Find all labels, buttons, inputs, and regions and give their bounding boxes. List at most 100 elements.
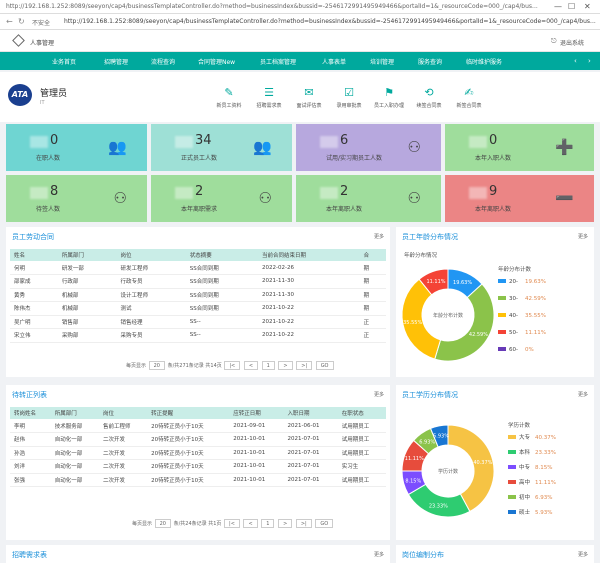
column-header[interactable]: 转岗姓名 [10, 407, 51, 419]
stat-card-resigned[interactable]: 9 本年离职人数 ➖ [445, 175, 594, 222]
column-header[interactable]: 应转正日期 [229, 407, 284, 419]
legend-item[interactable]: 大专 40.37% [508, 433, 556, 441]
legend-item[interactable]: 60- 0% [498, 347, 534, 353]
column-header[interactable]: 入职日期 [283, 407, 338, 419]
menu-item[interactable]: 服务查询 [418, 59, 443, 66]
more-link[interactable]: 更多 [373, 392, 384, 398]
last-page-button[interactable]: >| [296, 361, 313, 370]
pie-slice[interactable] [418, 268, 449, 296]
first-page-button[interactable]: |< [224, 519, 240, 528]
quick-link[interactable]: ✉ 面试评估表 [294, 86, 324, 109]
column-header[interactable]: 所属部门 [57, 249, 117, 261]
go-button[interactable]: GO [315, 519, 334, 528]
exit-link[interactable]: 退出系统 [560, 40, 585, 47]
legend-item[interactable]: 本科 23.33% [508, 448, 556, 456]
column-header[interactable]: 姓名 [10, 249, 58, 261]
stat-card-pending[interactable]: 8 待签人数 ⚇ [6, 175, 147, 222]
stat-card-leave-req[interactable]: 2 本年离职需求 ⚇ [151, 175, 292, 222]
more-link[interactable]: 更多 [577, 552, 588, 558]
legend-item[interactable]: 高中 11.11% [508, 478, 556, 486]
stat-card-hires[interactable]: 0 本年入职人数 ➕ [445, 124, 594, 171]
close-icon[interactable]: ✕ [584, 2, 591, 11]
legend-swatch [508, 450, 516, 454]
column-header[interactable]: 当前合同结束日期 [258, 249, 360, 261]
last-page-button[interactable]: >| [295, 519, 312, 528]
menu-item[interactable]: 员工档案管理 [260, 59, 297, 66]
table-row[interactable]: 陈伟杰 机械部 测试 SS合同到期 2021-10-22 期 [10, 301, 386, 316]
legend-item[interactable]: 中专 8.15% [508, 463, 552, 471]
maximize-icon[interactable]: ☐ [568, 2, 576, 11]
table-cell: 2021-10-22 [258, 301, 360, 316]
table-row[interactable]: 邵家成 行政部 行政专员 SS合同到期 2021-11-30 期 [10, 274, 386, 289]
table-cell: 2021-11-30 [258, 288, 360, 302]
stat-card-active[interactable]: 0 在职人数 👥 [6, 124, 147, 171]
more-link[interactable]: 更多 [373, 234, 384, 240]
table-row[interactable]: 刘洋 自动化一部 二次开发 20待转正员小于10天 2021-10-01 2021-07-… [10, 459, 386, 474]
exit-icon[interactable]: ⎋ [551, 37, 557, 45]
quick-link[interactable]: ✍ 新签合同表 [454, 86, 484, 109]
quick-link[interactable]: ⚑ 员工入职办理 [374, 86, 404, 109]
legend-item[interactable]: 30- 42.59% [498, 296, 546, 302]
prev-page-button[interactable]: < [243, 519, 258, 528]
page-size-input[interactable]: 20 [154, 519, 171, 528]
legend-item[interactable]: 20- 19.63% [498, 279, 546, 285]
table-cell: 20待转正员小于10天 [147, 419, 230, 433]
column-header[interactable]: 状态摘要 [185, 249, 258, 261]
quick-link[interactable]: ☰ 招聘需求表 [254, 86, 284, 109]
column-header[interactable]: 所属部门 [50, 407, 99, 419]
quick-link[interactable]: ☑ 录用审批表 [334, 86, 364, 109]
page-size-input[interactable]: 20 [148, 361, 165, 370]
menu-item[interactable]: 招聘管理 [104, 59, 129, 66]
go-button[interactable]: GO [315, 361, 334, 370]
legend-item[interactable]: 40- 35.55% [498, 313, 546, 319]
legend-item[interactable]: 初中 6.93% [508, 493, 552, 501]
quick-link[interactable]: ✎ 新员工资料 [214, 86, 244, 109]
table-cell: 采购专员 [116, 328, 186, 343]
menu-item[interactable]: 人事表单 [322, 59, 347, 66]
pie-slice[interactable] [447, 424, 495, 513]
stat-card-left[interactable]: 2 本年离职人数 ⚇ [296, 175, 441, 222]
legend-item[interactable]: 50- 11.11% [498, 330, 546, 336]
menu-item[interactable]: 临时维护服务 [466, 59, 503, 66]
url-field[interactable]: http://192.168.1.252:8089/seeyon/cap4/bu… [64, 18, 596, 25]
column-header[interactable]: 合 [359, 249, 386, 261]
more-link[interactable]: 更多 [373, 552, 384, 558]
stat-card-regular[interactable]: 34 正式员工人数 👥 [151, 124, 292, 171]
menu-item[interactable]: 流程查询 [151, 59, 176, 66]
column-header[interactable]: 岗位 [116, 249, 186, 261]
menu-item[interactable]: 业务首页 [52, 59, 77, 66]
stat-card-probation[interactable]: 6 试用/实习期员工人数 ⚇ [296, 124, 441, 171]
minimize-icon[interactable]: — [554, 2, 562, 11]
table-row[interactable]: 何明 研发一部 研发工程师 SS合同到期 2022-02-26 期 [10, 261, 386, 275]
table-row[interactable]: 赵伟 自动化一部 二次开发 20待转正员小于10天 2021-10-01 2021-07-… [10, 432, 386, 447]
next-page-button[interactable]: > [278, 361, 293, 370]
quick-link[interactable]: ⟲ 续签合同表 [414, 86, 444, 109]
more-link[interactable]: 更多 [577, 234, 588, 240]
pie-slice[interactable] [429, 424, 449, 448]
menu-prev-icon[interactable]: ‹ [574, 57, 577, 65]
filter-select[interactable]: 年龄分布情况 [404, 253, 438, 259]
page-input[interactable]: 1 [261, 519, 275, 528]
column-header[interactable]: 转正提醒 [147, 407, 230, 419]
next-page-button[interactable]: > [278, 519, 293, 528]
table-cell: 2021-10-01 [229, 446, 284, 460]
table-row[interactable]: 宋立伟 采购部 采购专员 SS-- 2021-10-22 正 [10, 328, 386, 343]
table-row[interactable]: 李明 技术服务部 售前工程师 20待转正员小于10天 2021-09-01 2021-06… [10, 419, 386, 433]
menu-item[interactable]: 培训管理 [370, 59, 395, 66]
column-header[interactable]: 岗位 [98, 407, 148, 419]
table-row[interactable]: 吴广明 销售部 销售经理 SS-- 2021-10-22 正 [10, 315, 386, 329]
page-input[interactable]: 1 [261, 361, 275, 370]
table-row[interactable]: 孙浩 自动化一部 二次开发 20待转正员小于10天 2021-10-01 2021-07-… [10, 446, 386, 460]
prev-page-button[interactable]: < [243, 361, 259, 370]
legend-item[interactable]: 硕士 5.93% [508, 508, 552, 516]
table-row[interactable]: 黄秀 机械部 设计工程师 SS合同到期 2021-11-30 期 [10, 288, 386, 302]
menu-item[interactable]: 合同管理New [198, 59, 236, 66]
menu-next-icon[interactable]: › [588, 57, 591, 65]
pie-slice[interactable] [434, 283, 495, 362]
back-icon[interactable]: ← [6, 17, 13, 26]
table-row[interactable]: 张强 自动化一部 二次开发 20待转正员小于10天 2021-10-01 2021-07-… [10, 473, 386, 487]
column-header[interactable]: 在职状态 [337, 407, 386, 419]
more-link[interactable]: 更多 [577, 392, 588, 398]
refresh-icon[interactable]: ↻ [18, 17, 25, 26]
first-page-button[interactable]: |< [224, 361, 241, 370]
